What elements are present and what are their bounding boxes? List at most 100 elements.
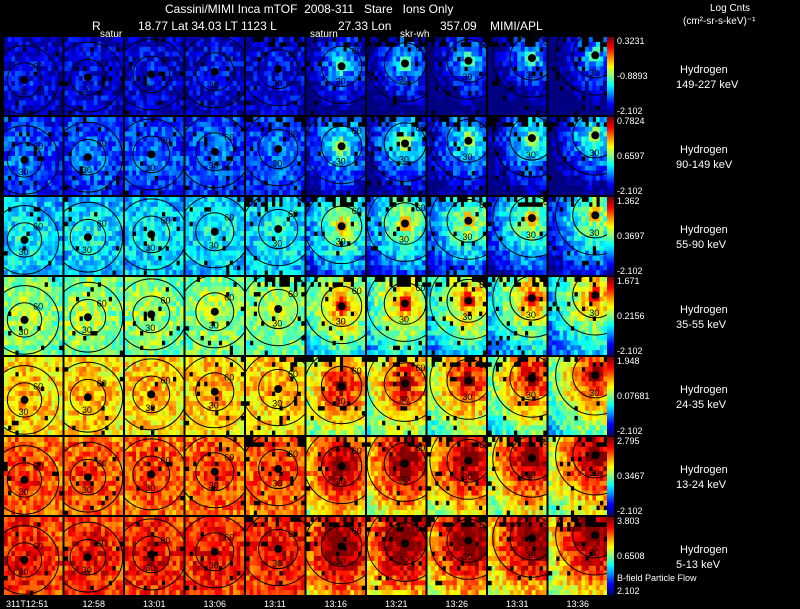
heat-cell: [332, 175, 337, 181]
heat-cell: [253, 80, 258, 87]
heat-cell: [491, 185, 496, 191]
heat-cell: [79, 76, 84, 82]
heat-cell: [555, 165, 560, 172]
heat-cell: [44, 151, 49, 157]
heat-cell: [15, 85, 20, 92]
heat-cell: [185, 105, 190, 111]
heat-cell: [225, 141, 230, 147]
heat-cell: [132, 90, 137, 96]
heat-cell: [445, 126, 450, 133]
heat-cell: [101, 85, 106, 92]
heat-cell: [385, 175, 390, 181]
heat-cell: [25, 105, 30, 111]
heat-cell: [192, 100, 197, 106]
saturn-icon: [210, 147, 219, 156]
heat-cell: [488, 95, 493, 101]
heat-cell: [282, 56, 287, 62]
heat-cell: [264, 126, 269, 133]
heat-cell: [539, 76, 544, 82]
heat-cell: [146, 190, 151, 195]
heat-cell: [189, 131, 194, 137]
heat-cell: [506, 141, 511, 147]
heat-cell: [286, 110, 291, 115]
heat-cell: [293, 126, 298, 133]
heat-cell: [249, 156, 254, 162]
heat-cell: [306, 41, 311, 48]
heat-cell: [154, 90, 159, 96]
heat-cell: [524, 126, 529, 133]
heat-cell: [22, 136, 27, 142]
heat-cell: [539, 41, 544, 48]
heat-cell: [361, 46, 365, 53]
heat-cell: [146, 90, 151, 96]
heat-cell: [51, 156, 56, 162]
heat-cell: [125, 85, 130, 92]
heat-cell: [574, 80, 579, 87]
heat-cell: [196, 136, 201, 142]
heat-cell: [566, 80, 571, 87]
heat-cell: [482, 170, 486, 176]
heat-cell: [179, 105, 184, 111]
heat-cell: [570, 146, 575, 152]
heat-cell: [165, 51, 170, 57]
heat-cell: [464, 180, 469, 186]
heat-cell: [18, 76, 23, 82]
heat-cell: [418, 85, 423, 92]
heat-cell: [68, 180, 73, 186]
heat-cell: [11, 100, 16, 106]
heat-cell: [370, 131, 375, 137]
heat-cell: [499, 170, 504, 176]
heat-cell: [29, 80, 34, 87]
heat-cell: [44, 146, 49, 152]
heat-cell: [555, 131, 560, 137]
heat-cell: [456, 37, 461, 43]
heat-cell: [414, 105, 419, 111]
heat-cell: [128, 160, 133, 167]
heat-cell: [442, 56, 447, 62]
heat-cell: [207, 51, 212, 57]
heat-cell: [517, 146, 522, 152]
heat-cell: [143, 126, 148, 133]
heat-cell: [596, 90, 601, 96]
heat-cell: [119, 46, 123, 53]
heat-cell: [570, 100, 575, 106]
heat-cell: [460, 90, 465, 96]
heat-cell: [464, 76, 469, 82]
heat-cell: [370, 110, 375, 115]
heat-cell: [418, 160, 423, 167]
heat-cell: [79, 160, 84, 167]
heat-cell: [548, 105, 553, 111]
heat-cell: [22, 170, 27, 176]
heat-cell: [136, 170, 141, 176]
heat-cell: [40, 160, 45, 167]
heat-cell: [367, 126, 372, 133]
heat-cell: [592, 126, 597, 133]
heat-cell: [421, 85, 426, 92]
heat-cell: [25, 110, 30, 115]
heat-cell: [574, 141, 579, 147]
heat-cell: [328, 146, 333, 152]
heat-cell: [414, 146, 419, 152]
heat-cell: [18, 156, 23, 162]
heat-cell: [86, 121, 91, 128]
heat-cell: [119, 71, 123, 77]
heat-cell: [350, 165, 355, 172]
heat-cell: [172, 76, 177, 82]
heat-cell: [431, 76, 436, 82]
heat-cell: [506, 80, 511, 87]
heat-cell: [185, 151, 190, 157]
heat-cell: [264, 185, 269, 191]
heat-cell: [317, 100, 322, 106]
heat-cell: [146, 156, 151, 162]
heat-cell: [577, 175, 582, 181]
heat-cell: [585, 165, 590, 172]
heat-cell: [33, 136, 38, 142]
heat-cell: [506, 90, 511, 96]
heat-cell: [29, 126, 34, 133]
heat-cell: [306, 37, 311, 43]
ring-60: [246, 37, 305, 107]
heat-cell: [271, 146, 276, 152]
heat-cell: [33, 141, 38, 147]
heat-cell: [125, 117, 130, 123]
heat-cell: [179, 190, 184, 195]
